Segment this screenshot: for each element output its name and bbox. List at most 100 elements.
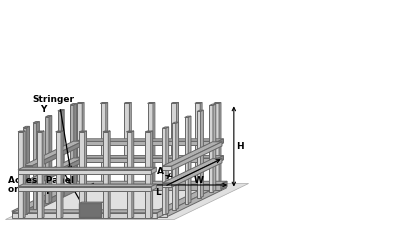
Polygon shape xyxy=(146,131,153,132)
Polygon shape xyxy=(33,123,36,209)
Polygon shape xyxy=(188,116,191,204)
Polygon shape xyxy=(197,110,203,111)
Polygon shape xyxy=(151,131,153,218)
Polygon shape xyxy=(23,126,29,128)
Polygon shape xyxy=(162,142,222,166)
Text: Y: Y xyxy=(40,105,47,113)
Polygon shape xyxy=(18,170,151,174)
Polygon shape xyxy=(151,167,156,174)
Polygon shape xyxy=(176,122,178,210)
Polygon shape xyxy=(71,181,227,184)
Polygon shape xyxy=(23,128,27,214)
Polygon shape xyxy=(45,117,49,203)
Polygon shape xyxy=(18,186,151,191)
Polygon shape xyxy=(221,181,227,189)
Polygon shape xyxy=(77,158,219,162)
Polygon shape xyxy=(124,102,131,103)
Polygon shape xyxy=(168,183,226,217)
Polygon shape xyxy=(209,106,213,192)
Polygon shape xyxy=(74,104,77,191)
Polygon shape xyxy=(156,183,226,211)
Polygon shape xyxy=(79,131,87,132)
Polygon shape xyxy=(172,159,222,187)
Polygon shape xyxy=(61,131,63,218)
Polygon shape xyxy=(184,116,191,118)
Polygon shape xyxy=(166,127,169,214)
Polygon shape xyxy=(151,184,156,191)
Polygon shape xyxy=(82,102,84,189)
Polygon shape xyxy=(58,110,64,111)
Polygon shape xyxy=(213,104,216,192)
Polygon shape xyxy=(148,102,155,103)
Polygon shape xyxy=(18,184,156,186)
Polygon shape xyxy=(12,213,157,218)
Polygon shape xyxy=(195,103,200,189)
Polygon shape xyxy=(103,132,108,218)
Polygon shape xyxy=(184,118,188,204)
Text: on Pump end: on Pump end xyxy=(8,185,75,194)
Polygon shape xyxy=(49,116,52,203)
Polygon shape xyxy=(101,102,108,103)
Polygon shape xyxy=(162,128,166,214)
Polygon shape xyxy=(162,127,169,128)
Text: A: A xyxy=(157,167,164,175)
Polygon shape xyxy=(162,166,172,170)
Polygon shape xyxy=(214,102,221,103)
Polygon shape xyxy=(42,131,44,218)
Polygon shape xyxy=(108,131,110,218)
Polygon shape xyxy=(70,104,77,105)
Polygon shape xyxy=(176,102,178,189)
Polygon shape xyxy=(197,111,200,198)
Polygon shape xyxy=(56,132,61,218)
Polygon shape xyxy=(12,183,82,211)
Text: Access Panel: Access Panel xyxy=(8,176,74,185)
Polygon shape xyxy=(146,132,151,218)
Polygon shape xyxy=(219,156,223,162)
Polygon shape xyxy=(127,131,134,132)
Polygon shape xyxy=(200,110,203,198)
Polygon shape xyxy=(171,102,178,103)
Polygon shape xyxy=(77,103,82,189)
Polygon shape xyxy=(195,102,202,103)
Polygon shape xyxy=(85,131,87,218)
Polygon shape xyxy=(23,131,25,218)
Polygon shape xyxy=(172,123,176,210)
Polygon shape xyxy=(124,103,130,189)
Polygon shape xyxy=(36,122,39,209)
Polygon shape xyxy=(23,182,32,186)
Polygon shape xyxy=(162,183,172,187)
Polygon shape xyxy=(106,102,108,189)
Polygon shape xyxy=(12,210,164,213)
Text: W: W xyxy=(194,176,204,185)
Polygon shape xyxy=(24,183,82,217)
Polygon shape xyxy=(32,141,83,170)
Polygon shape xyxy=(77,139,223,141)
Polygon shape xyxy=(79,132,85,218)
Polygon shape xyxy=(77,156,223,158)
Polygon shape xyxy=(200,102,202,189)
Polygon shape xyxy=(56,131,63,132)
Polygon shape xyxy=(70,105,74,191)
Polygon shape xyxy=(132,131,134,218)
Polygon shape xyxy=(71,184,221,189)
Polygon shape xyxy=(157,210,164,218)
Polygon shape xyxy=(37,132,42,218)
Polygon shape xyxy=(79,203,101,217)
Text: Stringer: Stringer xyxy=(32,95,74,103)
Polygon shape xyxy=(61,110,64,197)
Polygon shape xyxy=(219,139,223,145)
Polygon shape xyxy=(79,202,103,203)
Polygon shape xyxy=(103,131,110,132)
Polygon shape xyxy=(171,103,176,189)
Polygon shape xyxy=(219,102,221,189)
Text: z: z xyxy=(18,194,23,203)
Polygon shape xyxy=(156,211,168,217)
Polygon shape xyxy=(148,103,153,189)
Polygon shape xyxy=(172,142,222,170)
Polygon shape xyxy=(214,103,219,189)
Polygon shape xyxy=(6,184,249,220)
Polygon shape xyxy=(172,122,178,123)
Polygon shape xyxy=(209,104,216,106)
Polygon shape xyxy=(18,167,156,170)
Polygon shape xyxy=(37,131,44,132)
